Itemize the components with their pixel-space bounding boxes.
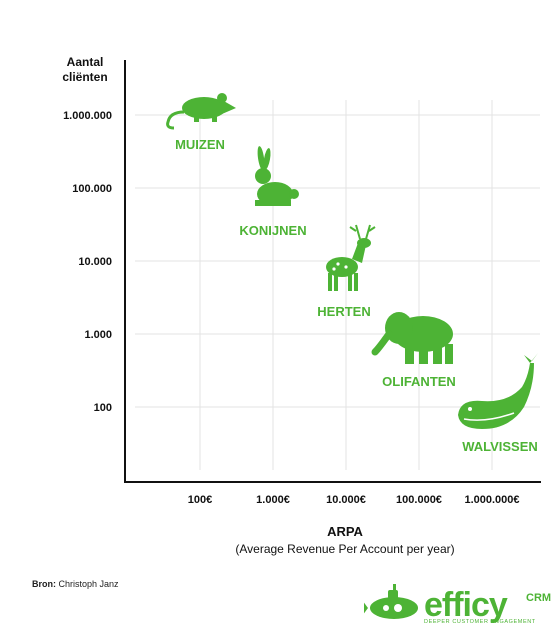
y-tick-label: 100.000 <box>72 183 112 195</box>
submarine-icon <box>364 584 418 619</box>
source-label: Bron: <box>32 579 56 589</box>
y-tick-label: 100 <box>94 402 112 414</box>
x-tick-label: 100€ <box>188 494 212 506</box>
y-tick-label: 10.000 <box>78 256 112 268</box>
efficy-logo: efficy CRM DEEPER CUSTOMER ENGAGEMENT <box>364 584 552 628</box>
y-tick-labels: 100 1.000 10.000 100.000 1.000.000 <box>63 110 112 414</box>
y-tick-label: 1.000.000 <box>63 110 112 122</box>
point-label: MUIZEN <box>175 137 225 152</box>
y-tick-label: 1.000 <box>84 329 112 341</box>
x-tick-label: 1.000.000€ <box>464 494 519 506</box>
logo-suffix: CRM <box>526 592 552 604</box>
source-note: Bron: Christoph Janz <box>32 579 119 589</box>
source-text: Christoph Janz <box>58 579 119 589</box>
point-label: WALVISSEN <box>462 439 538 454</box>
x-tick-label: 10.000€ <box>326 494 366 506</box>
logo-tagline: DEEPER CUSTOMER ENGAGEMENT <box>424 619 536 625</box>
y-axis-title-text: Aantal cliënten <box>62 55 107 84</box>
logo-wordmark: efficy <box>424 586 508 624</box>
x-tick-labels: 100€ 1.000€ 10.000€ 100.000€ 1.000.000€ <box>188 494 520 506</box>
point-label: KONIJNEN <box>239 223 306 238</box>
x-tick-label: 100.000€ <box>396 494 442 506</box>
x-tick-label: 1.000€ <box>256 494 290 506</box>
rabbit-icon <box>255 146 299 206</box>
axes <box>124 60 541 483</box>
x-axis-subtitle: (Average Revenue Per Account per year) <box>235 542 454 556</box>
whale-icon <box>458 353 538 429</box>
point-label: HERTEN <box>317 304 370 319</box>
x-axis-title: ARPA <box>327 524 363 539</box>
elephant-icon <box>371 312 453 364</box>
mouse-icon <box>166 93 236 130</box>
deer-icon <box>326 224 376 291</box>
y-axis-title: Aantal cliënten <box>62 55 107 84</box>
data-points: MUIZEN KONIJNEN HERTEN OLIFANTEN WALVISSEN <box>166 93 538 454</box>
point-label: OLIFANTEN <box>382 374 456 389</box>
